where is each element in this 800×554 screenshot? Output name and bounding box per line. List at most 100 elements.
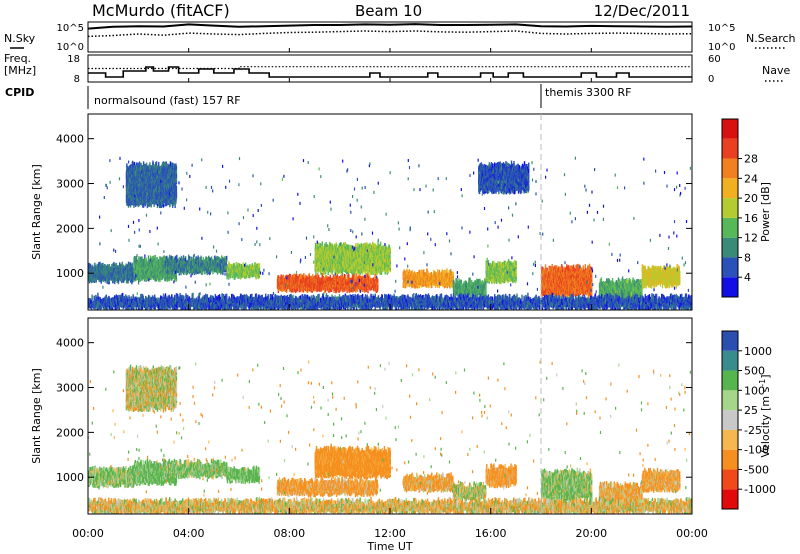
- heatmap-cell: [376, 270, 378, 275]
- heatmap-cell: [184, 256, 187, 261]
- heatmap-cell: [173, 258, 175, 264]
- heatmap-cell: [98, 268, 101, 273]
- heatmap-cell: [249, 264, 251, 269]
- heatmap-cell: [301, 274, 303, 279]
- heatmap-cell: [101, 263, 103, 268]
- heatmap-cell: [214, 257, 217, 262]
- heatmap-cell: [169, 257, 172, 262]
- heatmap-cell: [127, 261, 130, 266]
- heatmap-cell: [171, 256, 174, 261]
- heatmap-cell: [190, 256, 193, 261]
- heatmap-cell: [258, 263, 261, 268]
- heatmap-cell: [377, 278, 379, 283]
- heatmap-cell: [348, 244, 350, 249]
- heatmap-cell: [168, 269, 170, 274]
- heatmap-cell: [319, 287, 321, 292]
- freq-unit-label: [MHz]: [4, 64, 36, 77]
- heatmap-cell: [183, 256, 185, 261]
- heatmap-cell: [133, 261, 135, 266]
- heatmap-cell: [235, 273, 237, 278]
- heatmap-cell: [309, 275, 311, 280]
- heatmap-cell: [156, 257, 158, 262]
- heatmap-cell: [180, 255, 183, 260]
- heatmap-cell: [189, 256, 191, 261]
- heatmap-cell: [112, 268, 115, 273]
- heatmap-cell: [327, 276, 329, 281]
- heatmap-cell: [147, 258, 149, 263]
- heatmap-cell: [207, 257, 209, 262]
- heatmap-cell: [315, 249, 318, 254]
- heatmap-cell: [377, 241, 379, 246]
- heatmap-cell: [321, 241, 323, 246]
- heatmap-cell: [132, 268, 134, 273]
- heatmap-cell: [161, 261, 164, 266]
- heatmap-cell: [195, 256, 198, 261]
- heatmap-cell: [293, 273, 296, 278]
- heatmap-cell: [223, 257, 225, 263]
- heatmap-cell: [140, 269, 142, 274]
- heatmap-cell: [331, 277, 333, 282]
- heatmap-cell: [185, 260, 188, 266]
- heatmap-cell: [229, 264, 232, 269]
- heatmap-cell: [337, 277, 339, 282]
- freq-label: Freq.: [4, 52, 31, 65]
- heatmap-cell: [296, 274, 298, 279]
- heatmap-cell: [286, 282, 289, 287]
- heatmap-cell: [325, 275, 328, 280]
- heatmap-cell: [102, 262, 104, 267]
- heatmap-cell: [176, 258, 179, 264]
- heatmap-cell: [315, 270, 317, 275]
- heatmap-cell: [228, 263, 231, 268]
- heatmap-cell: [94, 265, 97, 270]
- heatmap-cell: [146, 274, 149, 279]
- heatmap-cell: [143, 257, 146, 262]
- heatmap-cell: [281, 275, 284, 280]
- heatmap-cell: [223, 262, 225, 267]
- heatmap-cell: [128, 262, 131, 267]
- heatmap-cell: [141, 256, 143, 261]
- heatmap-cell: [196, 257, 198, 262]
- heatmap-cell: [335, 283, 337, 288]
- heatmap-cell: [336, 273, 339, 278]
- heatmap-cell: [174, 255, 177, 260]
- heatmap-cell: [364, 276, 366, 281]
- heatmap-cell: [379, 241, 382, 246]
- heatmap-cell: [304, 274, 307, 279]
- heatmap-cell: [289, 274, 292, 279]
- heatmap-cell: [241, 265, 243, 270]
- heatmap-cell: [224, 256, 226, 261]
- heatmap-cell: [362, 275, 364, 280]
- heatmap-cell: [121, 261, 123, 266]
- heatmap-cell: [117, 278, 120, 283]
- heatmap-cell: [209, 258, 211, 263]
- heatmap-cell: [288, 275, 290, 280]
- heatmap-cell: [123, 268, 125, 273]
- heatmap-cell: [342, 277, 344, 282]
- heatmap-cell: [169, 275, 171, 280]
- heatmap-cell: [204, 270, 206, 275]
- heatmap-cell: [226, 275, 228, 280]
- heatmap-cell: [192, 255, 195, 260]
- heatmap-cell: [139, 269, 141, 274]
- station-title: McMurdo (fitACF): [92, 1, 230, 20]
- heatmap-cell: [298, 274, 300, 279]
- heatmap-cell: [131, 278, 133, 283]
- heatmap-cell: [103, 264, 106, 269]
- heatmap-cell: [154, 255, 157, 260]
- heatmap-cell: [315, 246, 317, 251]
- heatmap-cell: [172, 270, 175, 276]
- heatmap-cell: [357, 276, 360, 281]
- heatmap-cell: [135, 255, 138, 261]
- freq-series: [88, 66, 692, 78]
- heatmap-cell: [354, 273, 356, 278]
- heatmap-cell: [335, 288, 338, 293]
- heatmap-cell: [149, 255, 152, 260]
- heatmap-cell: [141, 274, 144, 279]
- heatmap-cell: [193, 258, 196, 263]
- heatmap-cell: [253, 270, 256, 275]
- nave-label: Nave: [762, 64, 790, 77]
- heatmap-cell: [314, 274, 317, 279]
- power-heatmap-cells: [88, 156, 692, 310]
- heatmap-cell: [89, 263, 92, 268]
- heatmap-cell: [246, 265, 248, 270]
